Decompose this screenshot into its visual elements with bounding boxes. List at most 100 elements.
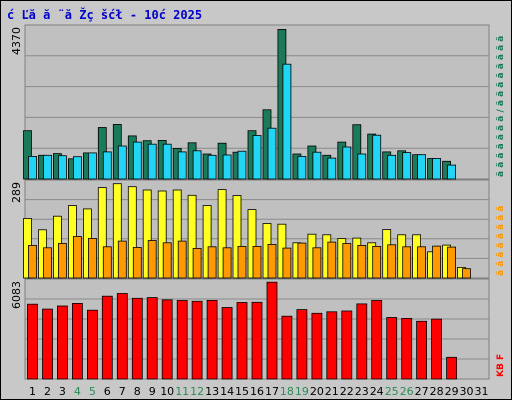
x-axis-label-day-28: 28 xyxy=(430,385,444,398)
x-axis-label-day-1: 1 xyxy=(29,385,36,398)
panel-2-series-2-bar-day-21 xyxy=(327,241,337,279)
panel-1-series-1-bar-day-23 xyxy=(352,124,362,180)
panel-3-series-1-bar-day-18 xyxy=(281,315,293,380)
panel-2-series-2-bar-day-24 xyxy=(372,245,382,279)
panel-3-series-1-bar-day-9 xyxy=(146,297,158,380)
x-axis-label-day-22: 22 xyxy=(340,385,354,398)
panel-2-series-2-bar-day-7 xyxy=(117,240,127,279)
x-axis-label-day-27: 27 xyxy=(415,385,429,398)
panel-2-series-2-bar-day-13 xyxy=(207,246,217,279)
panel-2-series-2-bar-day-10 xyxy=(162,242,172,279)
panel-2-series-1-bar-day-12 xyxy=(187,194,197,279)
panel-1-series-2-bar-day-29 xyxy=(447,164,457,180)
panel-1-series-1-bar-day-1 xyxy=(23,130,32,180)
panel-3-series-1-bar-day-1 xyxy=(27,303,38,380)
panel-2-series-2-bar-day-1 xyxy=(28,244,37,279)
panel-2-series-2-bar-day-18 xyxy=(282,247,292,279)
x-axis-label-day-15: 15 xyxy=(235,385,249,398)
panel-1-series-2-bar-day-27 xyxy=(417,154,427,180)
panel-2-series-1-bar-day-6 xyxy=(97,187,107,279)
panel-3-series-1-bar-day-29 xyxy=(446,356,458,380)
x-axis-label-day-29: 29 xyxy=(445,385,459,398)
x-axis-label-day-4: 4 xyxy=(74,385,81,398)
panel-1-series-2-bar-day-7 xyxy=(117,145,127,180)
panel-3-series-1-bar-day-4 xyxy=(72,302,83,380)
panel-2-series-2-bar-day-28 xyxy=(432,245,442,279)
panel-2-series-2-bar-day-6 xyxy=(102,246,112,279)
panel-2-series-1-bar-day-7 xyxy=(112,183,122,279)
x-axis-label-day-16: 16 xyxy=(250,385,264,398)
panel-2-series-2-bar-day-17 xyxy=(267,243,277,279)
panel-1-series-2-bar-day-24 xyxy=(372,134,382,180)
panel-3-series-1-bar-day-14 xyxy=(221,307,233,380)
panel-2-series-2-bar-day-2 xyxy=(43,247,52,279)
panel-2-series-2-bar-day-16 xyxy=(252,245,262,279)
panel-1-series-2-bar-day-1 xyxy=(28,155,37,180)
panel-3-series-1-bar-day-22 xyxy=(341,310,353,380)
panel-3-series-1-bar-day-15 xyxy=(236,302,248,380)
panel-1-series-2-bar-day-15 xyxy=(237,150,247,180)
panel-1-series-2-bar-day-10 xyxy=(162,143,172,180)
x-axis-label-day-23: 23 xyxy=(355,385,369,398)
panel-3-series-1-bar-day-5 xyxy=(87,309,98,380)
panel-2-series-2-bar-day-26 xyxy=(402,246,412,279)
x-axis-label-day-18: 18 xyxy=(280,385,294,398)
panel-3-series-1-bar-day-13 xyxy=(206,299,218,380)
panel-2-series-2-bar-day-12 xyxy=(192,247,202,279)
panel-2-series-2-bar-day-23 xyxy=(357,244,367,279)
panel-1-series-2-bar-day-26 xyxy=(402,152,412,180)
panel-2-series-2-bar-day-15 xyxy=(237,245,247,279)
x-axis-label-day-30: 30 xyxy=(460,385,474,398)
panel-3-series-1-bar-day-3 xyxy=(57,305,68,380)
panel-1-series-2-bar-day-28 xyxy=(432,158,442,180)
x-axis-label-day-9: 9 xyxy=(149,385,156,398)
panel-1-series-2-bar-day-13 xyxy=(207,154,217,180)
panel-2-series-2-bar-day-11 xyxy=(177,240,187,279)
panel-2-legend: ã ã ã ã ã ã ã ã xyxy=(496,205,506,276)
x-axis-label-day-8: 8 xyxy=(134,385,141,398)
x-axis-label-day-26: 26 xyxy=(400,385,414,398)
x-axis-label-day-10: 10 xyxy=(160,385,174,398)
x-axis-label-day-20: 20 xyxy=(310,385,324,398)
panel-2-series-2-bar-day-30 xyxy=(462,268,471,279)
panel-2-series-1-bar-day-11 xyxy=(172,189,182,279)
x-axis-label-day-12: 12 xyxy=(190,385,204,398)
panel-2-series-2-bar-day-29 xyxy=(447,246,457,279)
panel-1-series-2-bar-day-25 xyxy=(387,154,397,180)
panel-1-series-2-bar-day-9 xyxy=(147,143,157,180)
panel-1-series-2-bar-day-23 xyxy=(357,153,367,180)
x-axis-label-day-19: 19 xyxy=(295,385,309,398)
panel-2-series-2-bar-day-14 xyxy=(222,247,232,279)
panel-3-series-1-bar-day-27 xyxy=(416,320,428,380)
panel-1-series-2-bar-day-16 xyxy=(252,135,262,180)
panel-3-series-1-bar-day-17 xyxy=(266,281,278,380)
panel-3-series-1-bar-day-24 xyxy=(371,300,383,380)
panel-3-series-1-bar-day-28 xyxy=(431,318,443,380)
x-axis-label-day-25: 25 xyxy=(385,385,399,398)
panel-1-series-2-bar-day-6 xyxy=(102,151,112,180)
panel-2-series-2-bar-day-3 xyxy=(58,243,67,279)
x-axis-label-day-7: 7 xyxy=(119,385,126,398)
panel-2-series-2-bar-day-8 xyxy=(132,246,142,279)
panel-1-series-2-bar-day-22 xyxy=(342,146,352,180)
panel-3-legend: KB F xyxy=(496,354,506,377)
panel-2-series-1-bar-day-15 xyxy=(232,195,242,279)
panel-3-series-1-bar-day-16 xyxy=(251,301,263,380)
panel-2-series-2-bar-day-9 xyxy=(147,240,157,279)
x-axis-label-day-2: 2 xyxy=(44,385,51,398)
panel-1-series-2-bar-day-4 xyxy=(73,156,82,180)
panel-3-ymax-label: 6083 xyxy=(10,281,23,309)
panel-2-series-2-bar-day-22 xyxy=(342,243,352,279)
panel-2-series-2-bar-day-19 xyxy=(297,242,307,279)
panel-3-series-1-bar-day-2 xyxy=(42,308,53,380)
panel-2-series-1-bar-day-16 xyxy=(247,209,257,279)
panel-1-series-2-bar-day-19 xyxy=(297,155,307,180)
panel-3-series-1-bar-day-12 xyxy=(191,300,203,380)
panel-3-series-1-bar-day-21 xyxy=(326,311,338,380)
panel-3-series-1-bar-day-7 xyxy=(116,293,128,380)
x-axis-label-day-6: 6 xyxy=(104,385,111,398)
panel-2-series-2-bar-day-20 xyxy=(312,247,322,279)
chart-title: ć Ľă ă ¨ă Žç šćł - 10ć 2025 xyxy=(7,7,202,22)
